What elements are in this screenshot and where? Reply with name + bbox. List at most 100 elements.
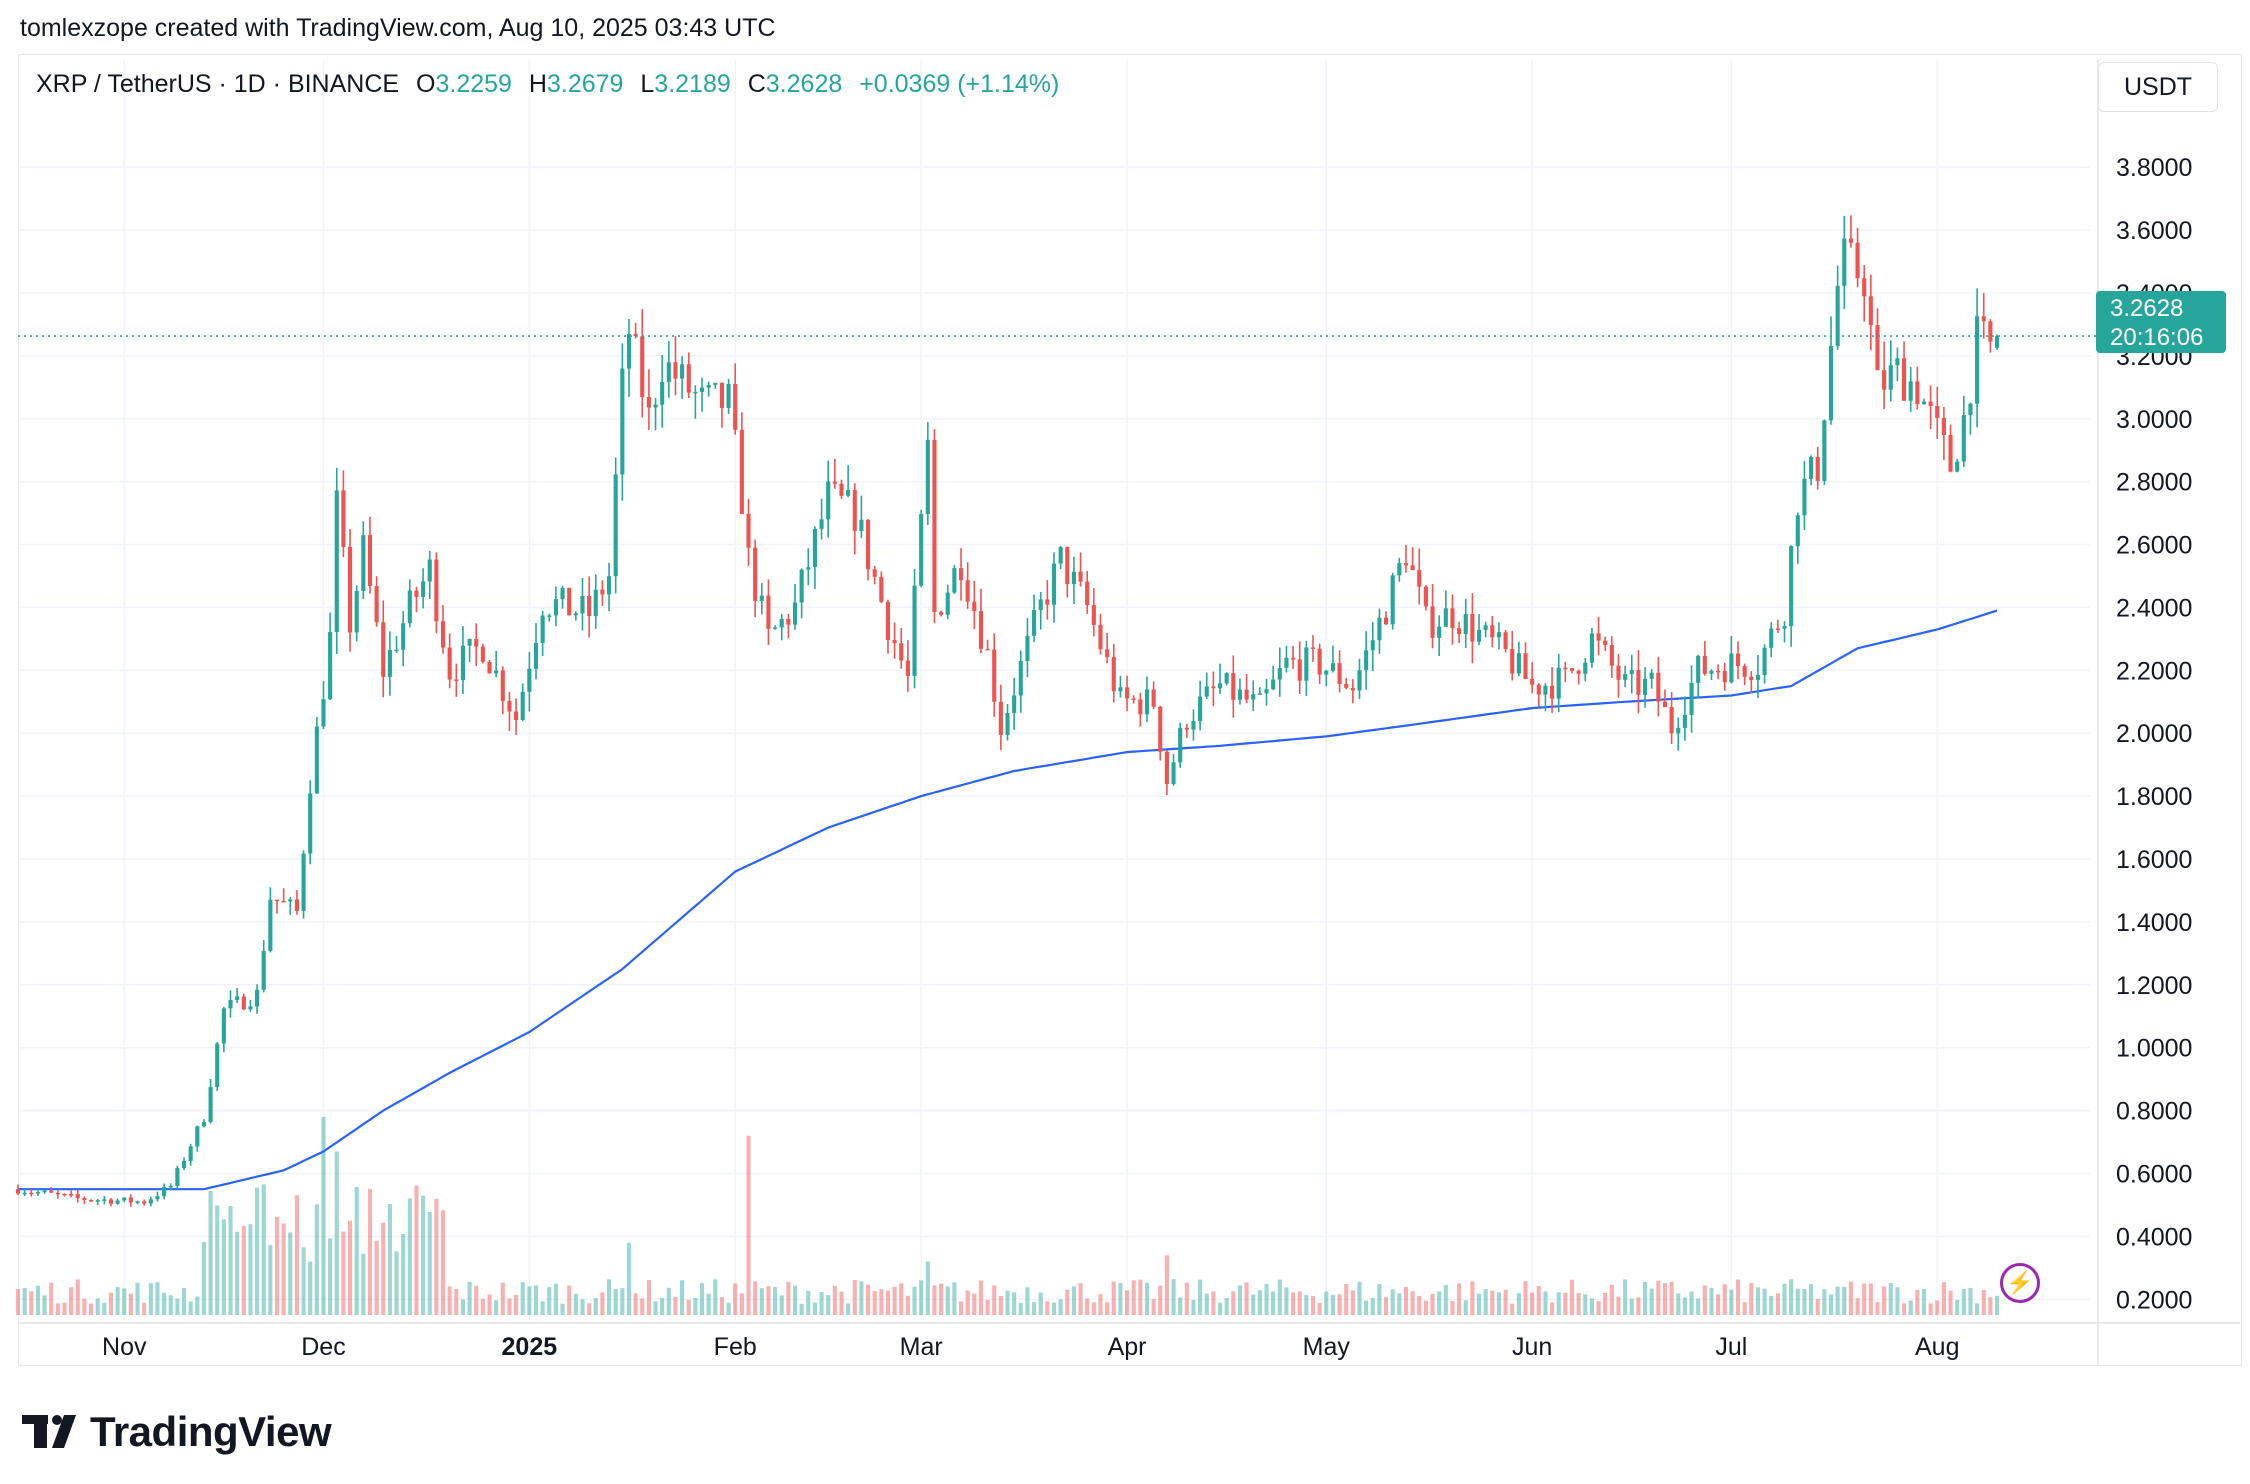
candle bbox=[454, 663, 459, 697]
candle bbox=[128, 1194, 133, 1207]
candle bbox=[1815, 446, 1820, 490]
volume-bar bbox=[1231, 1291, 1236, 1315]
candle-body bbox=[1729, 653, 1734, 683]
candle-body bbox=[806, 567, 811, 570]
candle-body bbox=[1091, 605, 1096, 625]
volume-bar bbox=[945, 1286, 950, 1315]
candle bbox=[1025, 618, 1030, 677]
volume-bar bbox=[719, 1297, 725, 1315]
candle bbox=[553, 586, 558, 627]
candle-body bbox=[62, 1193, 67, 1196]
candle bbox=[148, 1196, 153, 1207]
candle-body bbox=[1755, 675, 1761, 680]
candle bbox=[945, 584, 950, 620]
volume-bar bbox=[1437, 1291, 1442, 1315]
symbol-label[interactable]: XRP / TetherUS · 1D · BINANCE bbox=[36, 70, 400, 98]
candle-body bbox=[1423, 586, 1428, 607]
candle bbox=[162, 1183, 167, 1200]
candle-body bbox=[673, 362, 678, 379]
candle-body bbox=[115, 1200, 120, 1204]
low-value: 3.2189 bbox=[654, 70, 731, 98]
candle-body bbox=[500, 670, 505, 701]
candle bbox=[905, 640, 910, 692]
candle bbox=[1038, 592, 1043, 630]
candle-body bbox=[474, 639, 479, 647]
volume-bar bbox=[726, 1302, 731, 1315]
candle bbox=[606, 562, 612, 612]
currency-selector[interactable]: USDT bbox=[2098, 62, 2218, 112]
y-tick-label: 3.6000 bbox=[2116, 217, 2192, 245]
candle-body bbox=[414, 590, 419, 597]
candle-body bbox=[1244, 689, 1249, 700]
candle-body bbox=[235, 996, 240, 1000]
candle-body bbox=[1968, 403, 1973, 416]
candle-body bbox=[978, 611, 984, 649]
candle bbox=[181, 1157, 187, 1171]
candle bbox=[1131, 695, 1136, 704]
y-tick-label: 1.6000 bbox=[2116, 846, 2192, 874]
volume-bar bbox=[1357, 1281, 1362, 1315]
y-tick-label: 1.4000 bbox=[2116, 909, 2192, 937]
candle bbox=[985, 639, 990, 651]
candle-body bbox=[1941, 417, 1946, 435]
candle-body bbox=[122, 1197, 127, 1201]
volume-bar bbox=[1032, 1302, 1037, 1315]
volume-bar bbox=[706, 1293, 711, 1315]
candle-body bbox=[1662, 701, 1668, 708]
candle bbox=[440, 605, 446, 654]
volume-bar bbox=[1304, 1295, 1309, 1315]
candle bbox=[693, 385, 698, 419]
candle bbox=[494, 650, 499, 678]
volume-bar bbox=[115, 1287, 120, 1315]
volume-bar bbox=[175, 1298, 180, 1315]
volume-bar bbox=[613, 1289, 618, 1315]
volume-bar bbox=[1051, 1302, 1057, 1315]
volume-bar bbox=[1350, 1290, 1355, 1315]
candle-body bbox=[1291, 657, 1296, 660]
volume-bar bbox=[1443, 1285, 1448, 1315]
volume-bar bbox=[480, 1298, 485, 1315]
candle-body bbox=[1503, 632, 1508, 649]
candle-body bbox=[241, 996, 246, 1010]
candle-body bbox=[646, 397, 651, 408]
volume-bar bbox=[128, 1293, 133, 1315]
candle-body bbox=[1742, 666, 1747, 677]
candle-body bbox=[1689, 682, 1694, 715]
candle-body bbox=[706, 384, 711, 388]
volume-bar bbox=[1828, 1294, 1834, 1315]
candle-body bbox=[148, 1199, 153, 1204]
candle-body bbox=[958, 568, 964, 581]
volume-bar bbox=[1124, 1290, 1130, 1315]
candle-body bbox=[1138, 699, 1143, 715]
volume-bar bbox=[1749, 1282, 1754, 1315]
candle bbox=[1390, 572, 1395, 630]
candle-body bbox=[1211, 686, 1216, 689]
ohlc-legend: XRP / TetherUS · 1D · BINANCE O3.2259 H3… bbox=[36, 70, 1059, 99]
candle bbox=[746, 498, 751, 567]
volume-bar bbox=[142, 1302, 147, 1315]
candle bbox=[1576, 669, 1581, 685]
volume-bar bbox=[201, 1241, 207, 1315]
candle bbox=[952, 565, 957, 594]
volume-bar bbox=[155, 1282, 160, 1315]
low-label: L bbox=[640, 70, 655, 98]
volume-bar bbox=[1742, 1302, 1747, 1315]
candle-body bbox=[1071, 571, 1076, 585]
candle bbox=[195, 1125, 200, 1152]
candle bbox=[288, 896, 293, 915]
candle-body bbox=[1204, 686, 1209, 697]
lightning-bolt-icon[interactable]: ⚡ bbox=[2000, 1263, 2040, 1303]
candle bbox=[1975, 288, 1980, 428]
candle-body bbox=[1975, 316, 1980, 404]
volume-bar bbox=[235, 1231, 240, 1315]
candle-body bbox=[494, 670, 499, 674]
volume-bar bbox=[1065, 1289, 1070, 1315]
candle bbox=[958, 548, 964, 601]
candle bbox=[1490, 615, 1495, 648]
candle bbox=[374, 576, 379, 627]
price-chart[interactable]: 0.2000 0.4000 0.6000 0.8000 1.0000 1.2000 1.40… bbox=[0, 0, 2250, 1400]
volume-bar bbox=[1961, 1289, 1966, 1315]
candle-body bbox=[514, 711, 519, 720]
volume-bar bbox=[972, 1293, 977, 1315]
candle bbox=[95, 1198, 100, 1206]
